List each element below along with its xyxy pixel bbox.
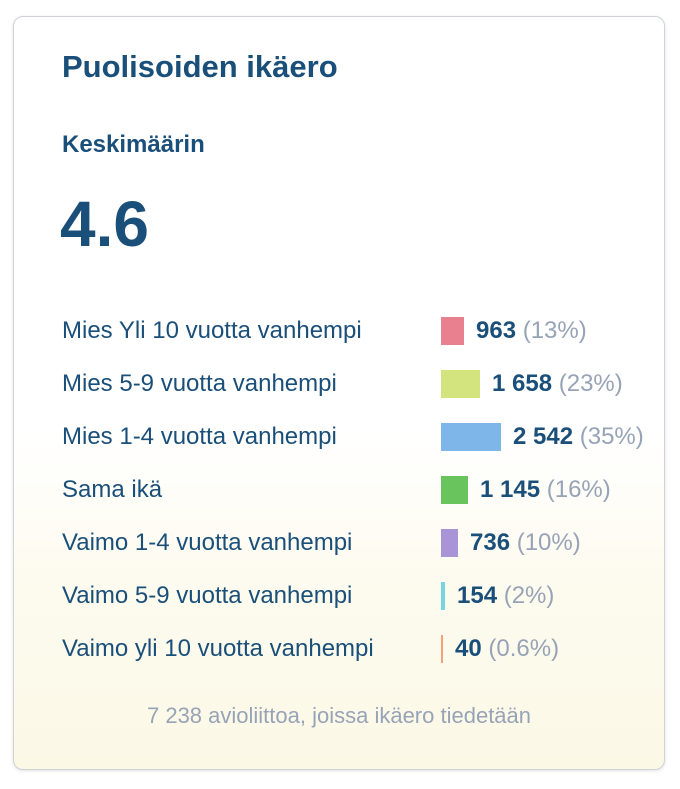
average-label: Keskimäärin <box>62 131 205 158</box>
bar <box>441 582 445 610</box>
percent-label: (35%) <box>579 423 644 450</box>
bar <box>441 370 480 398</box>
percent-label: (16%) <box>546 476 611 503</box>
value-label: 736 <box>470 529 511 556</box>
category-label: Mies 5-9 vuotta vanhempi <box>62 370 337 397</box>
chart-row: Mies 5-9 vuotta vanhempi 1 658 (23%) <box>14 366 664 402</box>
value-label: 40 <box>455 635 482 662</box>
value-label: 154 <box>457 582 498 609</box>
chart-row: Vaimo 1-4 vuotta vanhempi 736 (10%) <box>14 525 664 561</box>
category-label: Vaimo yli 10 vuotta vanhempi <box>62 635 374 662</box>
percent-label: (2%) <box>503 582 555 609</box>
percent-label: (0.6%) <box>488 635 560 662</box>
chart-row: Vaimo 5-9 vuotta vanhempi 154 (2%) <box>14 578 664 614</box>
data-label: 154 (2%) <box>457 582 554 610</box>
average-value: 4.6 <box>60 188 149 260</box>
data-label: 1 658 (23%) <box>492 370 623 398</box>
data-label: 1 145 (16%) <box>480 476 611 504</box>
chart-row: Sama ikä 1 145 (16%) <box>14 472 664 508</box>
category-label: Sama ikä <box>62 476 163 503</box>
marriage-count-footnote: 7 238 avioliittoa, joissa ikäero tiedetä… <box>146 703 532 728</box>
bar <box>441 635 443 663</box>
data-label: 963 (13%) <box>476 317 587 345</box>
value-label: 963 <box>476 317 517 344</box>
card-title: Puolisoiden ikäero <box>62 49 338 84</box>
percent-label: (10%) <box>516 529 581 556</box>
bar <box>441 529 458 557</box>
value-label: 1 145 <box>480 476 541 503</box>
bar <box>441 476 468 504</box>
percent-label: (13%) <box>522 317 587 344</box>
category-label: Vaimo 5-9 vuotta vanhempi <box>62 582 353 609</box>
chart-row: Vaimo yli 10 vuotta vanhempi 40 (0.6%) <box>14 631 664 667</box>
age-difference-card: Puolisoiden ikäero Keskimäärin 4.6 Mies … <box>13 16 665 770</box>
value-label: 1 658 <box>492 370 553 397</box>
bar <box>441 317 464 345</box>
chart-row: Mies Yli 10 vuotta vanhempi 963 (13%) <box>14 313 664 349</box>
bar <box>441 423 501 451</box>
category-label: Vaimo 1-4 vuotta vanhempi <box>62 529 353 556</box>
category-label: Mies Yli 10 vuotta vanhempi <box>62 317 362 344</box>
data-label: 736 (10%) <box>470 529 581 557</box>
chart-row: Mies 1-4 vuotta vanhempi 2 542 (35%) <box>14 419 664 455</box>
category-label: Mies 1-4 vuotta vanhempi <box>62 423 337 450</box>
percent-label: (23%) <box>558 370 623 397</box>
data-label: 2 542 (35%) <box>513 423 644 451</box>
value-label: 2 542 <box>513 423 574 450</box>
data-label: 40 (0.6%) <box>455 635 559 663</box>
